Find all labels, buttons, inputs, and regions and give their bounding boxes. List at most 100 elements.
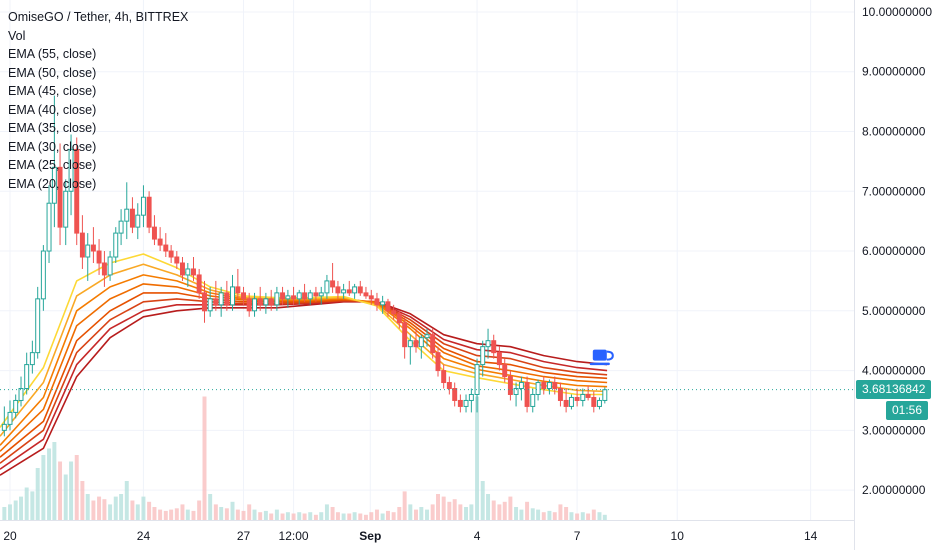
volume-bar bbox=[52, 442, 57, 520]
candle-body bbox=[18, 388, 24, 401]
candle-body bbox=[285, 295, 291, 300]
candle-up bbox=[485, 328, 491, 359]
candle-up bbox=[24, 352, 30, 395]
x-tick-label: 27 bbox=[237, 529, 251, 543]
candle-down bbox=[196, 268, 202, 299]
candle-up bbox=[207, 286, 213, 317]
candle-down bbox=[330, 262, 336, 293]
legend-ema-55[interactable]: EMA (55, close) bbox=[8, 47, 97, 61]
candle-body bbox=[118, 220, 124, 234]
legend-ema-45[interactable]: EMA (45, close) bbox=[8, 84, 97, 98]
candle-body bbox=[124, 208, 130, 222]
candle-down bbox=[524, 376, 530, 413]
candle-body bbox=[101, 262, 107, 276]
candle-down bbox=[563, 388, 569, 413]
volume-bar bbox=[419, 507, 424, 520]
candle-up bbox=[113, 227, 119, 263]
candle-body bbox=[241, 292, 247, 300]
candle-down bbox=[591, 391, 597, 413]
candle-body bbox=[557, 388, 563, 401]
candle-up bbox=[518, 376, 524, 401]
candle-body bbox=[402, 322, 408, 348]
volume-bar bbox=[475, 396, 480, 520]
candle-body bbox=[535, 382, 541, 395]
volume-bar bbox=[414, 509, 418, 520]
candle-body bbox=[574, 396, 580, 401]
volume-bar bbox=[391, 512, 396, 520]
y-tick-label: 2.00000000 bbox=[862, 483, 926, 497]
volume-bar bbox=[63, 474, 68, 520]
volume-bar bbox=[169, 509, 174, 520]
candle-up bbox=[252, 292, 258, 317]
candle-body bbox=[291, 295, 297, 300]
candle-body bbox=[40, 250, 46, 300]
candle-down bbox=[435, 346, 441, 377]
legend-ema-20[interactable]: EMA (20, close) bbox=[8, 176, 97, 191]
candle-down bbox=[402, 316, 408, 359]
bar-countdown: 01:56 bbox=[885, 400, 928, 420]
candle-body bbox=[591, 396, 597, 407]
volume-bar bbox=[97, 496, 102, 520]
volume-bar bbox=[8, 504, 12, 520]
legend-ema-40[interactable]: EMA (40, close) bbox=[8, 102, 97, 117]
candle-body bbox=[151, 226, 157, 240]
volume-bar bbox=[586, 513, 591, 520]
candle-body bbox=[46, 202, 52, 252]
volume-bar bbox=[119, 494, 124, 520]
volume-bar bbox=[69, 461, 74, 520]
y-tick-label: 7.00000000 bbox=[862, 184, 926, 198]
candle-down bbox=[507, 370, 513, 401]
legend-ema-25[interactable]: EMA (25, close) bbox=[8, 158, 97, 172]
volume-bar bbox=[469, 504, 474, 520]
candle-body bbox=[585, 393, 591, 398]
volume-bar bbox=[308, 512, 313, 520]
candle-up bbox=[513, 382, 519, 407]
volume-bar bbox=[547, 510, 552, 520]
volume-bar bbox=[408, 504, 413, 520]
candle-body bbox=[324, 280, 330, 294]
volume-bar bbox=[85, 494, 90, 520]
candle-down bbox=[557, 382, 563, 407]
candle-down bbox=[190, 257, 196, 281]
coffee-cup-icon bbox=[589, 349, 614, 366]
candle-down bbox=[57, 143, 63, 246]
legend-ema-50[interactable]: EMA (50, close) bbox=[8, 65, 97, 80]
volume-bar bbox=[152, 507, 157, 520]
candle-body bbox=[257, 298, 263, 306]
candle-down bbox=[129, 197, 135, 234]
candle-down bbox=[452, 382, 458, 407]
volume-bar bbox=[241, 510, 246, 520]
volume-bar bbox=[163, 510, 168, 520]
candle-body bbox=[430, 334, 436, 354]
volume-bar bbox=[491, 500, 496, 520]
volume-bar bbox=[274, 509, 279, 520]
volume-bar bbox=[185, 509, 190, 520]
candle-up bbox=[468, 388, 474, 413]
volume-bar bbox=[319, 512, 324, 520]
candle-body bbox=[424, 334, 430, 339]
candle-down bbox=[585, 385, 591, 401]
candle-up bbox=[40, 245, 46, 311]
candle-body bbox=[202, 292, 207, 312]
candle-body bbox=[113, 232, 119, 258]
volume-bar bbox=[436, 494, 440, 520]
volume-bar bbox=[530, 508, 535, 520]
volume-bar bbox=[502, 501, 507, 520]
volume-bar bbox=[558, 504, 563, 520]
legend-ema-35[interactable]: EMA (35, close) bbox=[8, 121, 97, 135]
volume-bar bbox=[374, 509, 379, 520]
candle-body bbox=[63, 190, 69, 228]
volume-bar bbox=[441, 496, 446, 520]
legend-ema-30[interactable]: EMA (30, close) bbox=[8, 139, 97, 154]
volume-bar bbox=[525, 501, 530, 520]
chart-title[interactable]: OmiseGO / Tether, 4h, BITTREX bbox=[8, 10, 189, 24]
legend-volume[interactable]: Vol bbox=[8, 28, 26, 43]
volume-bar bbox=[230, 501, 235, 520]
y-tick-label: 3.00000000 bbox=[862, 423, 926, 437]
candle-down bbox=[335, 280, 341, 299]
volume-bar bbox=[102, 499, 107, 520]
candle-up bbox=[418, 334, 424, 359]
candle-down bbox=[313, 286, 319, 302]
